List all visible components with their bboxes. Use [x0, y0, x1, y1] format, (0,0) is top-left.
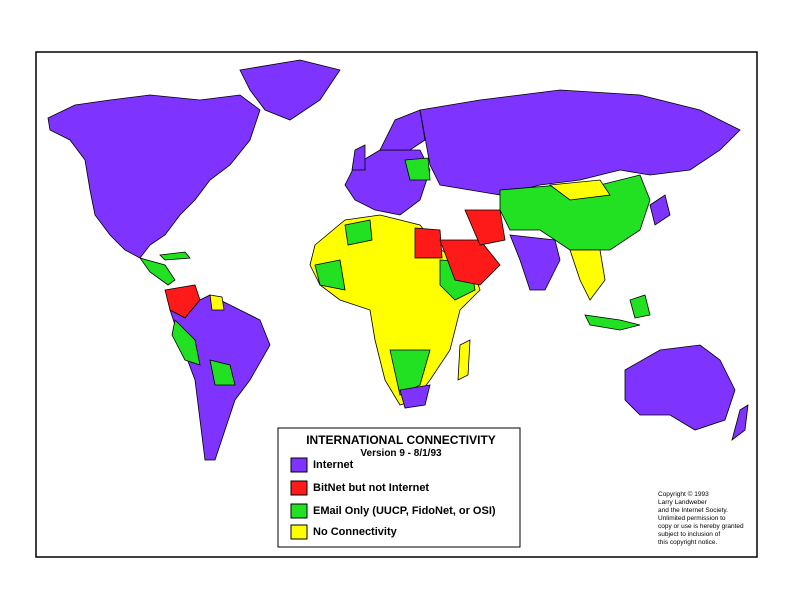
legend-label: No Connectivity — [313, 526, 398, 538]
copyright-line: copy or use is hereby granted — [658, 523, 744, 530]
legend-items: Internet BitNet but not Internet EMail Onl… — [290, 457, 496, 540]
legend-box — [277, 427, 521, 548]
legend-swatch — [290, 524, 308, 540]
legend-label: EMail Only (UUCP, FidoNet, or OSI) — [313, 505, 496, 517]
copyright-line: Copyright © 1993 — [658, 490, 709, 498]
legend-label: Internet — [313, 459, 354, 471]
legend-swatch — [290, 503, 308, 519]
copyright-line: Larry Landweber — [658, 499, 708, 506]
legend-swatch — [290, 457, 308, 473]
copyright-line: subject to inclusion of — [658, 531, 720, 538]
legend-title: INTERNATIONAL CONNECTIVITY — [306, 433, 496, 447]
legend-swatch — [290, 480, 308, 496]
world-map — [47, 59, 749, 461]
copyright-line: this copyright notice. — [658, 539, 717, 546]
copyright-line: Unlimited permission to — [658, 515, 726, 522]
legend-subtitle: Version 9 - 8/1/93 — [360, 448, 442, 459]
copyright-line: and the Internet Society. — [658, 507, 728, 514]
legend-label: BitNet but not Internet — [313, 482, 429, 494]
